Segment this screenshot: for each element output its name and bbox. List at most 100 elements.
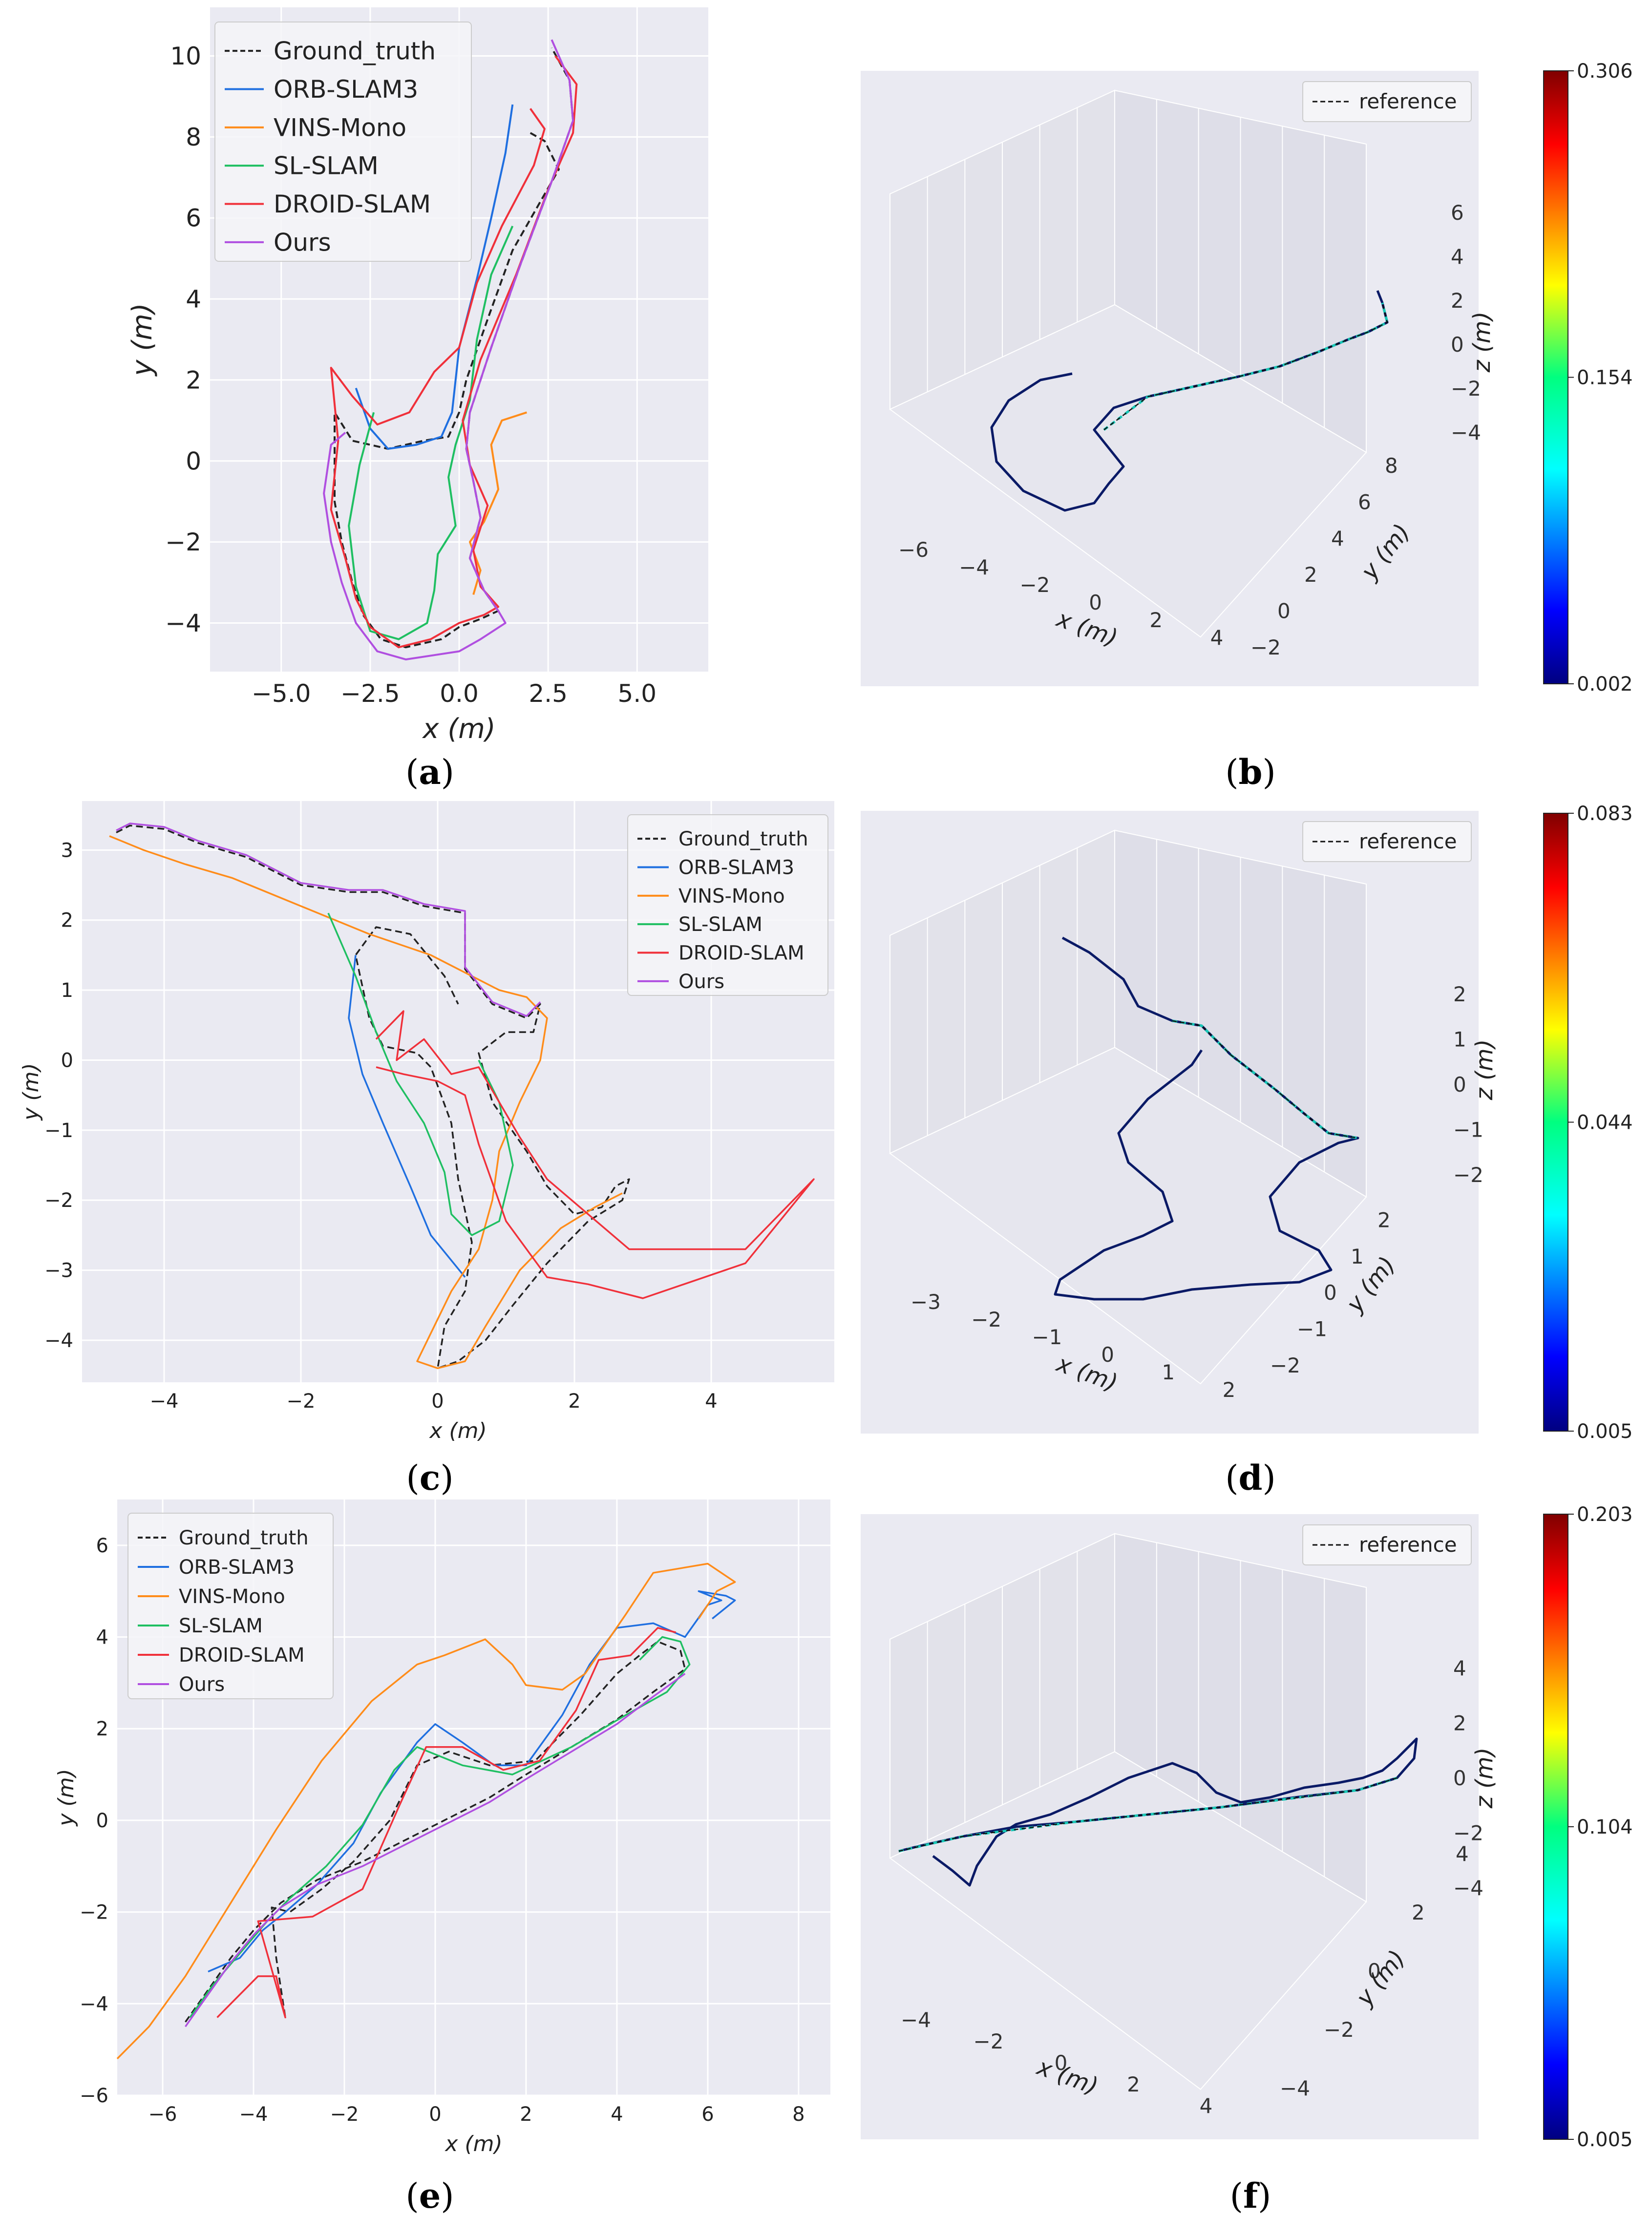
y-tick-label: −4 — [1280, 2076, 1310, 2100]
legend-label: VINS-Mono — [678, 885, 785, 908]
z-tick-label: −4 — [1453, 1876, 1483, 1900]
y-tick-label: 1 — [1351, 1245, 1364, 1268]
chart-c: −4 −2 0 2 4 −4 −3 −2 −1 0 1 2 3 x (m) y (m) Ground_trut… — [19, 801, 834, 1443]
legend-label: ORB-SLAM3 — [179, 1556, 295, 1579]
series-line-sl-slam — [348, 225, 514, 640]
z-tick-label: 1 — [1453, 1028, 1466, 1052]
legend-box-b — [1302, 81, 1472, 122]
y-tick-label: 4 — [1331, 527, 1344, 550]
z-tick-label: 2 — [1453, 1711, 1466, 1735]
y-axis-label: y (m) — [19, 1063, 43, 1121]
x-tick-label: 2 — [520, 2103, 532, 2126]
series-line-droid-slam — [330, 55, 578, 649]
z-tick-label: 2 — [1451, 289, 1464, 313]
legend-box-a — [214, 21, 472, 262]
legend-label: ORB-SLAM3 — [274, 75, 418, 104]
y-tick-label: 4 — [1456, 1842, 1469, 1866]
colorbar-tick-label: 0.306 — [1577, 60, 1633, 83]
caption-c: (c) — [406, 1457, 453, 1498]
reference-line — [898, 1777, 1398, 1852]
legend-label: SL-SLAM — [179, 1615, 263, 1637]
legend-box-e — [127, 1513, 334, 1699]
x-axis-label: x (m) — [444, 2132, 502, 2156]
caption-d: (d) — [1225, 1457, 1276, 1498]
y-tick-label: 0 — [96, 1810, 108, 1832]
x-tick-label: 4 — [611, 2103, 623, 2126]
x-axis-label: x (m) — [428, 1418, 487, 1443]
y-tick-label: −4 — [80, 1993, 108, 2015]
colorbar-tick-label: 0.044 — [1577, 1112, 1633, 1134]
y-tick-label: 8 — [186, 123, 201, 151]
colorbar-tick-label: 0.083 — [1577, 802, 1633, 825]
y-tick-label: 4 — [186, 285, 201, 314]
legend-label: Ours — [274, 228, 331, 256]
y-tick-label: −4 — [44, 1330, 73, 1352]
legend-label: SL-SLAM — [274, 152, 379, 180]
colorbar-tick-label: 0.005 — [1577, 1420, 1633, 1443]
y-tick-label: −2 — [1270, 1353, 1300, 1377]
legend-box-c — [627, 814, 828, 996]
y-tick-label: 2 — [61, 909, 73, 932]
y-tick-label: −2 — [165, 528, 201, 556]
series-line-sl-slam — [327, 912, 514, 1236]
caption-b: (b) — [1225, 752, 1276, 792]
legend-label: DROID-SLAM — [274, 190, 431, 218]
series-line-ours — [185, 1673, 686, 2027]
chart-a: −5.0 −2.5 0.0 2.5 5.0 −4 −2 0 2 4 6 8 10 x (m) y (m) Gr… — [127, 7, 708, 745]
y-tick-label: 0 — [1277, 599, 1291, 623]
y-tick-label: 0 — [1368, 1959, 1381, 1983]
y-tick-label: −4 — [165, 609, 201, 637]
y-tick-label: −2 — [1324, 2018, 1354, 2042]
z-tick-label: 0 — [1453, 1766, 1466, 1790]
z-axis-label: z (m) — [1471, 1039, 1498, 1101]
colorbar-tick-label: 0.203 — [1577, 1503, 1633, 1526]
x-tick-label: 0 — [1055, 2051, 1068, 2075]
series-line-orb-slam3 — [355, 104, 514, 450]
y-tick-label: −1 — [44, 1119, 73, 1142]
x-tick-label: 1 — [1162, 1360, 1175, 1384]
y-tick-label: −6 — [80, 2085, 108, 2107]
y-tick-label: 2 — [96, 1718, 108, 1740]
y-tick-label: 0 — [186, 447, 201, 475]
legend-label: Ground_truth — [274, 37, 436, 65]
x-tick-label: 6 — [701, 2103, 714, 2126]
x-tick-label: −2 — [974, 2029, 1004, 2053]
x-tick-label: 8 — [792, 2103, 805, 2126]
y-tick-label: 0 — [61, 1049, 73, 1072]
y-tick-label: 6 — [96, 1535, 108, 1557]
y-tick-label: −1 — [1297, 1317, 1327, 1341]
y-axis-label: y (m) — [127, 303, 158, 377]
y-tick-label: 0 — [1324, 1281, 1337, 1305]
legend-label: Ground_truth — [678, 828, 808, 850]
legend-label: VINS-Mono — [274, 113, 406, 142]
z-axis-label: z (m) — [1468, 312, 1496, 373]
z-tick-label: 6 — [1451, 201, 1464, 225]
x-tick-label: −6 — [898, 538, 929, 562]
x-tick-label: −2.5 — [340, 679, 400, 708]
x-tick-label: −2 — [1019, 573, 1050, 597]
legend-label: VINS-Mono — [179, 1585, 285, 1608]
y-tick-label: 2 — [1304, 563, 1317, 587]
x-tick-label: −4 — [959, 555, 989, 579]
x-tick-label: −2 — [971, 1308, 1001, 1331]
x-tick-label: 2 — [568, 1390, 580, 1413]
y-tick-label: −2 — [80, 1901, 108, 1924]
x-tick-label: −2 — [330, 2103, 359, 2126]
series-line-ground_truth — [116, 824, 630, 1370]
legend-label: Ours — [179, 1673, 225, 1696]
legend-label: SL-SLAM — [678, 913, 762, 936]
y-tick-label: 1 — [61, 979, 73, 1002]
y-tick-label: −3 — [44, 1260, 73, 1282]
x-tick-label: −4 — [239, 2103, 268, 2126]
x-tick-label: −4 — [901, 2008, 931, 2032]
x-tick-label: 0 — [429, 2103, 441, 2126]
z-tick-label: 0 — [1451, 333, 1464, 357]
caption-a: (a) — [405, 752, 454, 792]
z-tick-label: 4 — [1451, 245, 1464, 269]
colorbar-tick-label: 0.154 — [1577, 367, 1633, 389]
